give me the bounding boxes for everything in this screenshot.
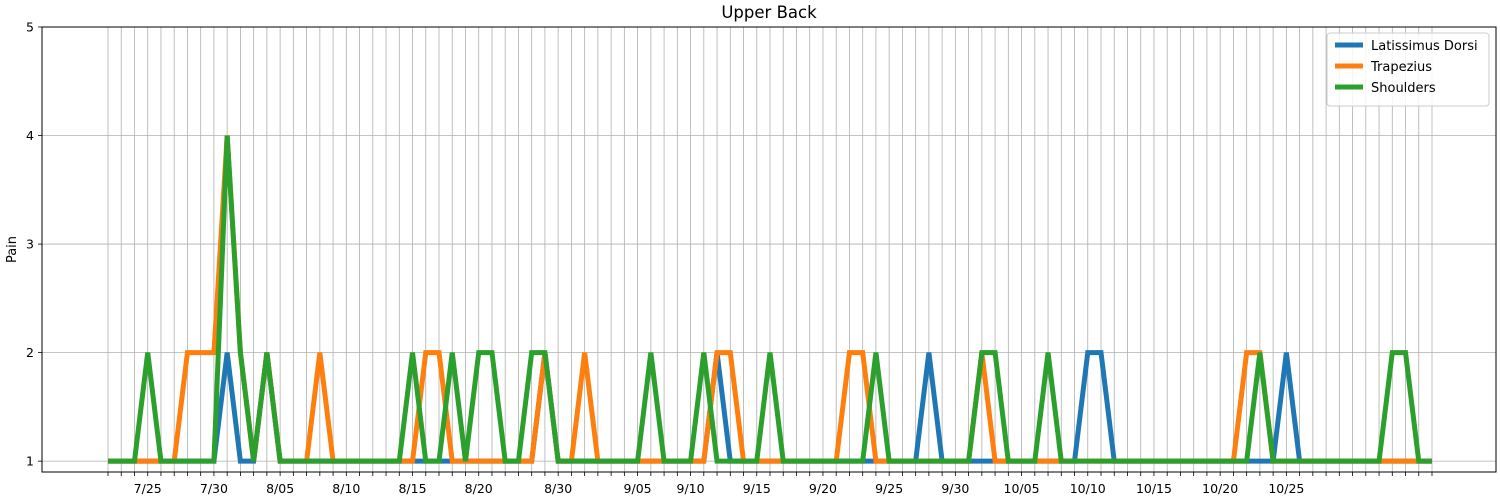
legend-label-trapezius: Trapezius (1370, 60, 1432, 75)
x-tick-label: 10/10 (1070, 481, 1106, 496)
series-layer (108, 135, 1432, 464)
x-tick-label: 8/15 (398, 481, 426, 496)
y-tick-label: 4 (26, 128, 34, 143)
legend: Latissimus Dorsi Trapezius Shoulders (1326, 32, 1490, 107)
x-tick-label: 9/25 (875, 481, 903, 496)
x-tick-label: 10/05 (1004, 481, 1040, 496)
y-tick-label: 3 (26, 237, 34, 252)
y-tick-label: 5 (26, 20, 34, 35)
x-axis: 7/25 7/30 8/05 8/10 8/15 8/20 8/30 9/05 9/10 9/15… (107, 472, 1433, 496)
y-axis: 1 2 3 4 5 (26, 20, 42, 469)
x-tick-label: 9/10 (677, 481, 705, 496)
y-tick-label: 1 (26, 454, 34, 469)
legend-label-latissimus-dorsi: Latissimus Dorsi (1371, 39, 1478, 54)
series-line-shoulders (108, 135, 1432, 464)
y-axis-label: Pain (5, 236, 20, 263)
x-tick-label: 8/10 (332, 481, 360, 496)
chart-title: Upper Back (721, 3, 817, 22)
x-tick-label: 7/25 (134, 481, 162, 496)
x-tick-label: 9/20 (809, 481, 837, 496)
x-tick-label: 9/15 (743, 481, 771, 496)
y-tick-label: 2 (26, 345, 34, 360)
x-tick-label: 9/05 (624, 481, 652, 496)
legend-label-shoulders: Shoulders (1371, 81, 1436, 96)
x-tick-label: 10/20 (1202, 481, 1238, 496)
x-tick-label: 10/15 (1136, 481, 1172, 496)
x-gridlines (107, 27, 1433, 472)
x-tick-label: 7/30 (200, 481, 228, 496)
x-tick-label: 9/30 (941, 481, 969, 496)
plot-frame (41, 26, 1497, 473)
x-tick-label: 8/30 (544, 481, 572, 496)
x-tick-label: 8/05 (266, 481, 294, 496)
legend-frame (1326, 32, 1490, 107)
x-tick-label: 8/20 (465, 481, 493, 496)
x-tick-label: 10/25 (1268, 481, 1304, 496)
